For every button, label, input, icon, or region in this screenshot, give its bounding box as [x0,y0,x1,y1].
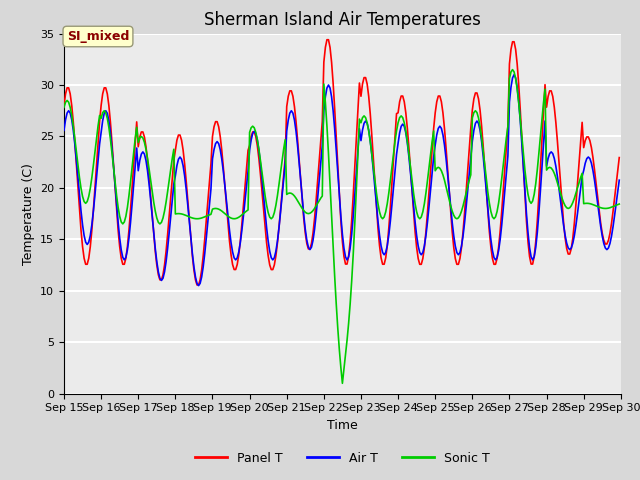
Text: SI_mixed: SI_mixed [67,30,129,43]
Y-axis label: Temperature (C): Temperature (C) [22,163,35,264]
X-axis label: Time: Time [327,419,358,432]
Title: Sherman Island Air Temperatures: Sherman Island Air Temperatures [204,11,481,29]
Legend: Panel T, Air T, Sonic T: Panel T, Air T, Sonic T [191,447,494,469]
